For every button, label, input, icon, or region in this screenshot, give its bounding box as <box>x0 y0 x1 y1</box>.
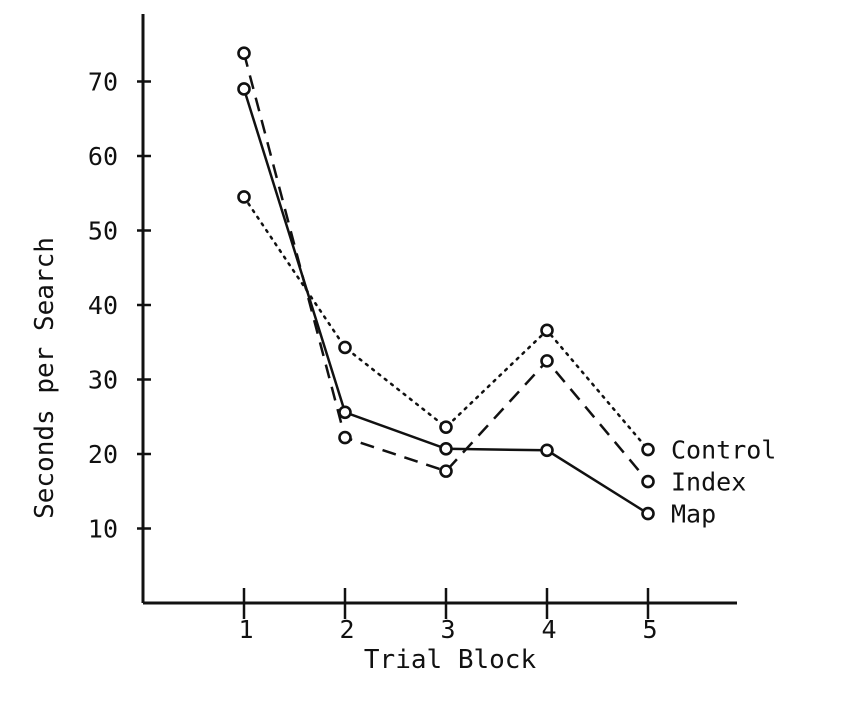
series-layer: Control Index Map <box>237 46 776 529</box>
series-label-control: Control <box>671 436 776 465</box>
data-point-control <box>338 340 352 355</box>
x-ticks: 1 2 3 4 5 <box>238 588 658 644</box>
series-label-index: Index <box>671 468 746 497</box>
y-tick-label: 70 <box>88 68 118 97</box>
x-tick-label: 5 <box>642 615 657 644</box>
data-point-index <box>641 474 655 489</box>
data-point-map <box>439 441 453 456</box>
y-tick-label: 30 <box>88 366 118 395</box>
x-tick-label: 3 <box>440 615 455 644</box>
y-ticks: 10 20 30 40 50 60 70 <box>88 68 151 544</box>
data-point-control <box>439 420 453 434</box>
y-tick-label: 10 <box>88 515 118 544</box>
x-tick-label: 1 <box>238 615 253 644</box>
series-label-map: Map <box>671 500 716 529</box>
series-line-index <box>242 52 649 483</box>
axes <box>141 14 737 605</box>
series-map: Map <box>237 82 716 529</box>
x-tick-label: 4 <box>541 615 556 644</box>
data-point-map <box>237 82 251 96</box>
data-point-map <box>338 405 352 420</box>
y-tick-label: 40 <box>88 291 118 320</box>
series-index: Index <box>237 46 746 497</box>
data-point-index <box>540 354 554 368</box>
series-control: Control <box>237 190 776 465</box>
data-point-map <box>641 506 655 521</box>
x-tick-label: 2 <box>339 615 354 644</box>
y-tick-label: 20 <box>88 440 118 469</box>
data-point-index <box>439 464 453 478</box>
data-point-map <box>540 443 554 458</box>
data-point-index <box>237 46 251 60</box>
data-point-index <box>338 430 352 445</box>
data-point-control <box>540 323 554 338</box>
y-tick-label: 60 <box>88 142 118 171</box>
x-axis-title: Trial Block <box>364 645 537 675</box>
data-point-control <box>237 190 251 204</box>
y-axis-title: Seconds per Search <box>30 237 60 519</box>
data-point-control <box>641 442 655 457</box>
y-tick-label: 50 <box>88 217 118 246</box>
series-line-control <box>242 195 650 451</box>
